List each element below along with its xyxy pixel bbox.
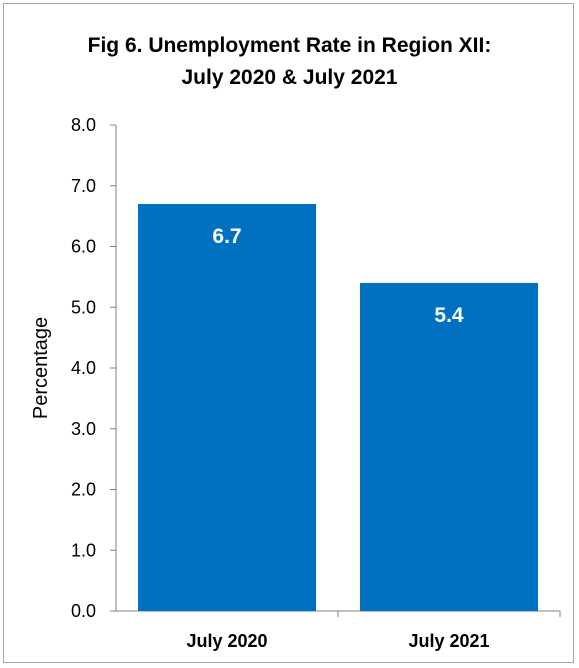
y-axis-label: Percentage xyxy=(30,317,52,419)
chart-title-line-2: July 2020 & July 2021 xyxy=(181,66,398,89)
y-tick-label: 6.0 xyxy=(71,237,96,257)
bar xyxy=(138,203,316,611)
y-tick-label: 4.0 xyxy=(71,358,96,378)
y-tick-label: 1.0 xyxy=(71,540,96,560)
x-category-label: July 2020 xyxy=(186,631,267,651)
chart-title-line-1: Fig 6. Unemployment Rate in Region XII: xyxy=(87,34,492,57)
x-category-label: July 2021 xyxy=(408,631,489,651)
y-tick-label: 5.0 xyxy=(71,297,96,317)
y-tick-label: 7.0 xyxy=(71,176,96,196)
bar xyxy=(360,282,538,611)
y-tick-label: 3.0 xyxy=(71,419,96,439)
y-tick-label: 8.0 xyxy=(71,115,96,135)
bar-data-label: 5.4 xyxy=(434,304,464,327)
y-tick-label: 0.0 xyxy=(71,601,96,621)
y-tick-label: 2.0 xyxy=(71,480,96,500)
bar-data-label: 6.7 xyxy=(212,225,241,248)
